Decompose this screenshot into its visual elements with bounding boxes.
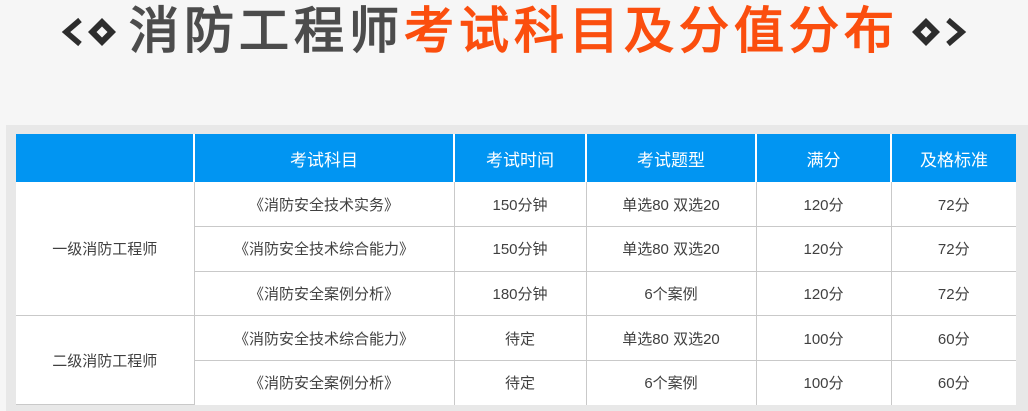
subject-cell: 《消防安全技术综合能力》 — [193, 315, 455, 361]
full-score-cell: 100分 — [755, 315, 892, 361]
page-title-prefix: 消防工程师 — [129, 3, 404, 59]
type-cell: 单选80 双选20 — [585, 315, 757, 361]
table-row: 一级消防工程师 《消防安全技术实务》 150分钟 单选80 双选20 120分 … — [16, 182, 1016, 317]
type-cell: 6个案例 — [585, 270, 757, 317]
header-cell-question-type: 考试题型 — [586, 134, 757, 182]
full-score-cell: 100分 — [755, 359, 892, 405]
header-cell-exam-subject: 考试科目 — [194, 134, 455, 182]
subject-cell: 《消防安全案例分析》 — [194, 270, 455, 317]
header-cell-level — [16, 134, 195, 182]
full-score-cell: 120分 — [755, 226, 892, 272]
page-title-highlight: 考试科目及分值分布 — [404, 3, 899, 59]
table-body: 一级消防工程师 《消防安全技术实务》 150分钟 单选80 双选20 120分 … — [16, 182, 1016, 406]
header-cell-full-score: 满分 — [756, 134, 892, 182]
pass-score-cell: 60分 — [890, 359, 1016, 405]
table-panel: 考试科目 考试时间 考试题型 满分 及格标准 一级消防工程师 《消防安全技术实务… — [6, 125, 1028, 411]
diamond-icon — [88, 18, 116, 46]
chevron-right-icon — [946, 17, 967, 47]
title-left-decoration — [61, 17, 117, 47]
full-score-cell: 120分 — [755, 270, 892, 317]
header-cell-pass-standard: 及格标准 — [891, 134, 1016, 182]
header-cell-exam-time: 考试时间 — [454, 134, 587, 182]
time-cell: 待定 — [453, 359, 587, 405]
diamond-icon — [912, 18, 940, 46]
table-row: 二级消防工程师 《消防安全技术综合能力》 待定 单选80 双选20 100分 6… — [16, 315, 1016, 406]
pass-score-cell: 60分 — [890, 315, 1016, 361]
time-cell: 待定 — [453, 315, 587, 361]
subject-cell: 《消防安全案例分析》 — [194, 359, 455, 405]
chevron-left-icon — [61, 17, 82, 47]
subject-cell: 《消防安全技术实务》 — [193, 182, 455, 228]
type-cell: 6个案例 — [585, 359, 757, 405]
time-cell: 150分钟 — [453, 182, 587, 228]
pass-score-cell: 72分 — [890, 182, 1016, 228]
title-right-decoration — [911, 17, 967, 47]
table-header: 考试科目 考试时间 考试题型 满分 及格标准 — [16, 134, 1016, 182]
pass-score-cell: 72分 — [890, 226, 1016, 272]
type-cell: 单选80 双选20 — [585, 182, 757, 228]
group-cell-level2: 二级消防工程师 — [16, 315, 195, 406]
subject-cell: 《消防安全技术综合能力》 — [194, 226, 455, 272]
exam-score-table: 考试科目 考试时间 考试题型 满分 及格标准 一级消防工程师 《消防安全技术实务… — [16, 134, 1016, 406]
time-cell: 150分钟 — [453, 226, 587, 272]
full-score-cell: 120分 — [755, 182, 892, 228]
group-cell-level1: 一级消防工程师 — [16, 182, 195, 317]
table-row: 《消防安全案例分析》 待定 6个案例 100分 60分 — [16, 359, 1016, 405]
pass-score-cell: 72分 — [890, 270, 1016, 317]
header-row: 考试科目 考试时间 考试题型 满分 及格标准 — [16, 134, 1016, 182]
page-title: 消防工程师考试科目及分值分布 — [129, 0, 899, 62]
time-cell: 180分钟 — [453, 270, 587, 317]
type-cell: 单选80 双选20 — [585, 226, 757, 272]
page-header: 消防工程师考试科目及分值分布 — [0, 0, 1028, 62]
